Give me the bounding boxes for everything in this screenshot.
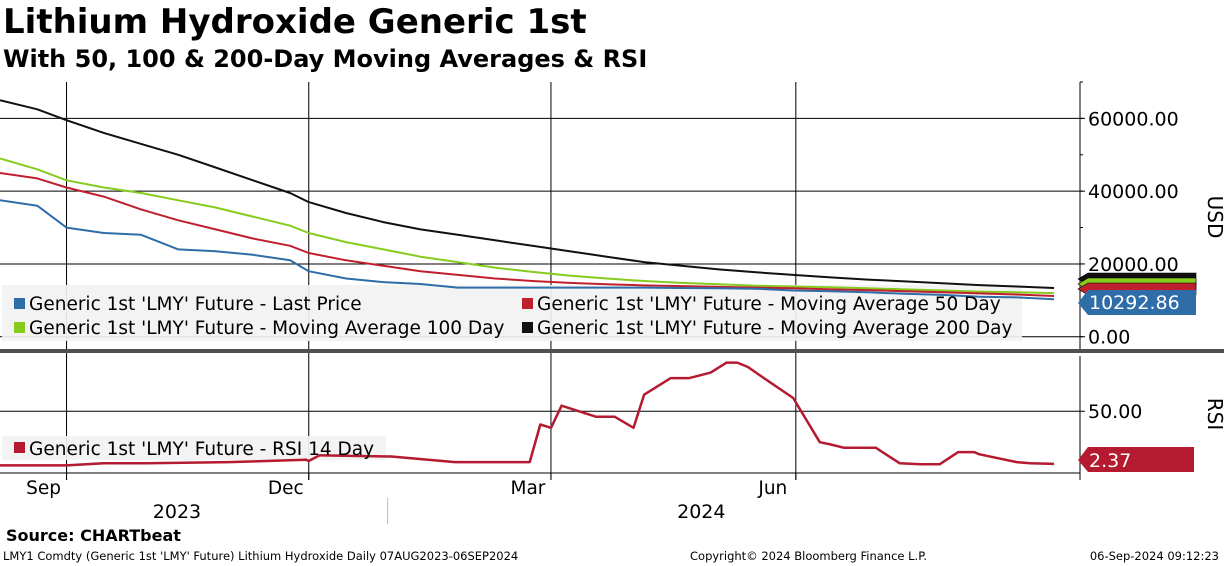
legend-label-last_price: Generic 1st 'LMY' Future - Last Price: [29, 294, 362, 315]
footer-copyright: Copyright© 2024 Bloomberg Finance L.P.: [690, 549, 927, 563]
series-line-last_price: [0, 199, 1055, 301]
y-axis-label: RSI: [1203, 398, 1224, 431]
series-line-ma50: [0, 172, 1055, 297]
legend-swatch-ma200: [522, 322, 533, 333]
y-axis-label: USD: [1203, 196, 1224, 239]
source-label: Source: CHARTbeat: [6, 526, 181, 545]
legend-label-ma50: Generic 1st 'LMY' Future - Moving Averag…: [537, 294, 1001, 315]
y-tick-label: 60000.00: [1088, 108, 1179, 130]
y-tick-label: 0.00: [1088, 327, 1130, 349]
series-line-ma100: [0, 157, 1055, 295]
legend-label-rsi: Generic 1st 'LMY' Future - RSI 14 Day: [29, 439, 374, 460]
x-tick-label: Mar: [511, 478, 546, 499]
chart-subtitle: With 50, 100 & 200-Day Moving Averages &…: [3, 45, 648, 73]
x-year-label: 2023: [153, 501, 201, 523]
legend-label-ma200: Generic 1st 'LMY' Future - Moving Averag…: [537, 318, 1012, 339]
x-tick-label: Dec: [268, 478, 304, 499]
legend-swatch-last_price: [14, 298, 25, 309]
legend-box: [2, 285, 1022, 341]
x-year-label: 2024: [677, 501, 725, 523]
x-tick-label: Sep: [26, 478, 61, 499]
rsi-line: [0, 361, 1055, 467]
footer-ticker-info: LMY1 Comdty (Generic 1st 'LMY' Future) L…: [3, 549, 519, 563]
legend-swatch-ma100: [14, 322, 25, 333]
last-value-label: 10292.86: [1089, 292, 1180, 314]
y-tick-label: 40000.00: [1088, 181, 1179, 203]
chart-title: Lithium Hydroxide Generic 1st: [3, 2, 587, 42]
footer-timestamp: 06-Sep-2024 09:12:23: [1089, 549, 1219, 563]
legend-swatch-ma50: [522, 298, 533, 309]
legend-swatch-rsi: [14, 442, 25, 453]
series-line-ma200: [0, 99, 1055, 289]
x-tick-label: Jun: [757, 478, 787, 499]
legend-label-ma100: Generic 1st 'LMY' Future - Moving Averag…: [29, 318, 504, 339]
y-tick-label: 50.00: [1088, 401, 1142, 423]
rsi-last-value-label: 2.37: [1089, 450, 1131, 472]
panel-divider: [0, 349, 1224, 353]
last-value-marker-last_price: [1078, 290, 1196, 315]
y-tick-label: 20000.00: [1088, 254, 1179, 276]
rsi-last-value-marker: [1078, 447, 1194, 472]
